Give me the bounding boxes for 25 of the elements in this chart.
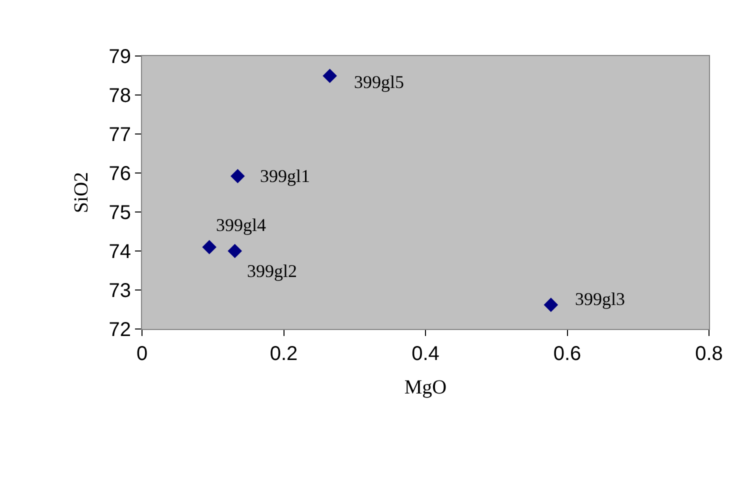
y-tick-label: 74 [108, 241, 131, 263]
annotation: 399gl5 [354, 72, 404, 92]
x-tick-label: 0.6 [553, 343, 582, 365]
y-axis-title: SiO2 [70, 172, 92, 214]
y-tick-label: 77 [108, 124, 131, 146]
point [228, 244, 242, 258]
x-tick-label: 0.4 [412, 343, 440, 365]
y-tick-label: 72 [108, 319, 131, 341]
x-axis-title: MgO [404, 376, 447, 398]
point [322, 68, 337, 84]
annotation: 399gl2 [247, 261, 298, 281]
y-tick-label: 76 [108, 163, 131, 185]
y-tick-label: 79 [108, 46, 131, 68]
point [230, 168, 245, 184]
point [544, 298, 558, 312]
annotation: 399gl4 [216, 215, 266, 235]
annotation: 399gl1 [260, 166, 310, 186]
y-tick-label: 78 [108, 85, 131, 107]
x-tick-label: 0.8 [695, 343, 723, 365]
y-tick-label: 73 [108, 280, 131, 302]
x-tick-label: 0 [136, 343, 148, 365]
x-tick-label: 0.2 [270, 343, 298, 365]
annotation: 399gl3 [575, 289, 626, 309]
point [202, 240, 216, 254]
y-tick-label: 75 [108, 202, 131, 224]
